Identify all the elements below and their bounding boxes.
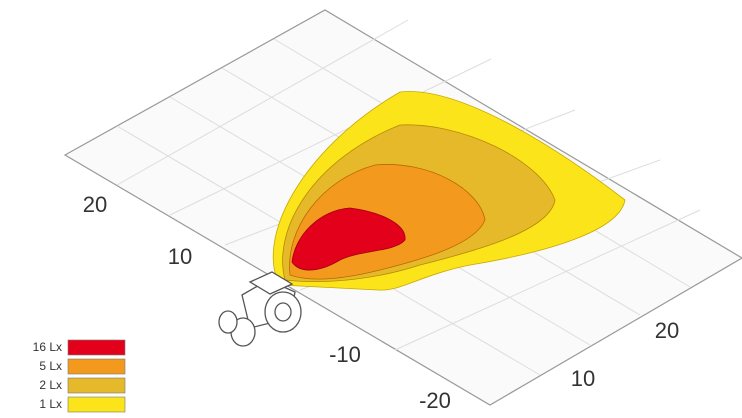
axis-label: -20 [419,388,451,413]
legend-label: 1 Lx [39,397,62,411]
legend-label: 5 Lx [39,359,62,373]
legend-swatch [67,396,126,413]
legend: 16 Lx 5 Lx 2 Lx 1 Lx [33,339,126,413]
axis-label: 10 [571,366,595,391]
axis-label: 20 [655,318,679,343]
legend-label: 2 Lx [39,378,62,392]
zone-16lx [291,207,406,271]
axis-label: 20 [83,192,107,217]
legend-label: 16 Lx [33,340,62,354]
axis-label: 10 [168,244,192,269]
legend-swatch [67,358,126,375]
legend-swatch [67,377,126,394]
axis-label: -10 [329,342,361,367]
light-distribution [272,91,626,291]
legend-swatch [67,339,126,356]
tractor [218,271,302,347]
